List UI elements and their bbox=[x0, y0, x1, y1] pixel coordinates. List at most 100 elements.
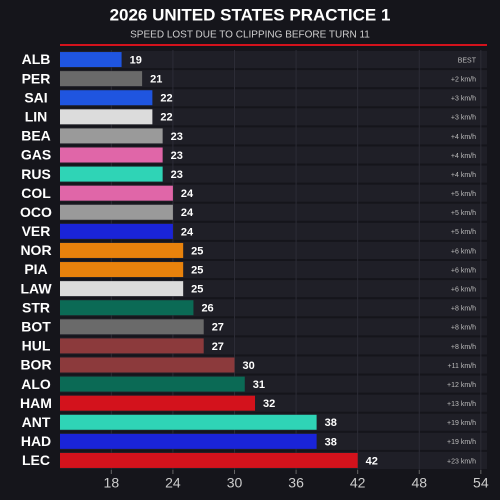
annotation: +5 km/h bbox=[451, 210, 476, 217]
annotation: +11 km/h bbox=[448, 363, 477, 370]
y-tick-label: VER bbox=[22, 223, 51, 239]
x-tick-label: 30 bbox=[227, 475, 243, 491]
bar bbox=[60, 357, 235, 373]
y-tick-label: SAI bbox=[24, 89, 47, 105]
annotation: +4 km/h bbox=[451, 153, 476, 160]
y-tick-label: STR bbox=[22, 299, 50, 315]
value-label: 21 bbox=[150, 74, 162, 86]
y-tick-label: NOR bbox=[20, 242, 51, 258]
annotation: BEST bbox=[458, 57, 477, 64]
annotation: +19 km/h bbox=[447, 420, 476, 427]
bar bbox=[60, 433, 317, 449]
bar bbox=[60, 376, 245, 392]
bar bbox=[60, 185, 173, 201]
x-tick-label: 36 bbox=[288, 475, 304, 491]
bar bbox=[60, 166, 163, 182]
y-tick-label: OCO bbox=[20, 204, 52, 220]
bar bbox=[60, 395, 256, 411]
row-background bbox=[60, 89, 487, 107]
bar bbox=[60, 128, 163, 144]
annotation: +6 km/h bbox=[451, 248, 476, 255]
bar bbox=[60, 319, 204, 335]
chart-subtitle: SPEED LOST DUE TO CLIPPING BEFORE TURN 1… bbox=[130, 30, 370, 41]
x-tick-label: 54 bbox=[473, 475, 489, 491]
value-label: 30 bbox=[242, 360, 254, 372]
y-tick-label: ALB bbox=[22, 51, 51, 67]
bar bbox=[60, 338, 204, 354]
annotation: +3 km/h bbox=[451, 115, 476, 122]
y-tick-label: HAD bbox=[21, 433, 51, 449]
row-background bbox=[60, 165, 487, 183]
y-tick-label: GAS bbox=[21, 147, 51, 163]
y-tick-label: BOT bbox=[21, 319, 51, 335]
y-tick-label: RUS bbox=[21, 166, 51, 182]
value-label: 27 bbox=[212, 322, 224, 334]
value-label: 31 bbox=[253, 379, 265, 391]
value-label: 19 bbox=[130, 54, 142, 66]
annotation: +5 km/h bbox=[451, 191, 476, 198]
annotation: +12 km/h bbox=[447, 382, 476, 389]
value-label: 25 bbox=[191, 264, 203, 276]
y-tick-label: HAM bbox=[20, 395, 52, 411]
y-tick-label: ALO bbox=[21, 376, 51, 392]
annotation: +6 km/h bbox=[451, 267, 476, 274]
y-tick-label: PER bbox=[22, 70, 51, 86]
value-label: 22 bbox=[160, 112, 172, 124]
x-tick-label: 48 bbox=[411, 475, 427, 491]
value-label: 27 bbox=[212, 341, 224, 353]
annotation: +4 km/h bbox=[451, 172, 476, 179]
x-tick-label: 42 bbox=[350, 475, 366, 491]
y-tick-label: PIA bbox=[24, 261, 47, 277]
bar bbox=[60, 90, 153, 106]
annotation: +8 km/h bbox=[451, 344, 476, 351]
bar bbox=[60, 204, 173, 220]
annotation: +8 km/h bbox=[451, 306, 476, 313]
y-tick-label: LAW bbox=[20, 280, 52, 296]
bar bbox=[60, 52, 122, 68]
bar bbox=[60, 414, 317, 430]
row-background bbox=[60, 70, 487, 88]
annotation: +5 km/h bbox=[451, 229, 476, 236]
value-label: 23 bbox=[171, 131, 183, 143]
annotation: +19 km/h bbox=[447, 439, 476, 446]
y-tick-label: LEC bbox=[22, 452, 50, 468]
bar bbox=[60, 109, 153, 125]
chart-title: 2026 UNITED STATES PRACTICE 1 bbox=[110, 5, 391, 24]
row-background bbox=[60, 146, 487, 164]
value-label: 25 bbox=[191, 284, 203, 296]
value-label: 32 bbox=[263, 398, 275, 410]
value-label: 24 bbox=[181, 207, 194, 219]
x-tick-label: 24 bbox=[165, 475, 181, 491]
value-label: 38 bbox=[325, 417, 337, 429]
row-background bbox=[60, 108, 487, 126]
row-background bbox=[60, 51, 487, 69]
bar bbox=[60, 281, 184, 297]
y-tick-label: BEA bbox=[21, 128, 51, 144]
annotation: +2 km/h bbox=[451, 76, 476, 83]
bar bbox=[60, 452, 358, 468]
value-label: 25 bbox=[191, 245, 203, 257]
y-tick-label: HUL bbox=[22, 338, 51, 354]
bar bbox=[60, 242, 184, 258]
y-tick-label: LIN bbox=[25, 109, 48, 125]
annotation: +8 km/h bbox=[451, 325, 476, 332]
y-tick-label: COL bbox=[21, 185, 51, 201]
value-label: 26 bbox=[201, 303, 213, 315]
bar bbox=[60, 71, 143, 87]
annotation: +6 km/h bbox=[451, 286, 476, 293]
bar bbox=[60, 147, 163, 163]
row-background bbox=[60, 127, 487, 145]
annotation: +13 km/h bbox=[447, 401, 476, 408]
value-label: 42 bbox=[366, 455, 378, 467]
y-tick-label: BOR bbox=[20, 357, 51, 373]
value-label: 23 bbox=[171, 169, 183, 181]
bar bbox=[60, 223, 173, 239]
value-label: 24 bbox=[181, 188, 194, 200]
value-label: 22 bbox=[160, 93, 172, 105]
value-label: 38 bbox=[325, 436, 337, 448]
value-label: 23 bbox=[171, 150, 183, 162]
bar bbox=[60, 262, 184, 278]
x-tick-label: 18 bbox=[104, 475, 120, 491]
annotation: +23 km/h bbox=[447, 458, 476, 465]
